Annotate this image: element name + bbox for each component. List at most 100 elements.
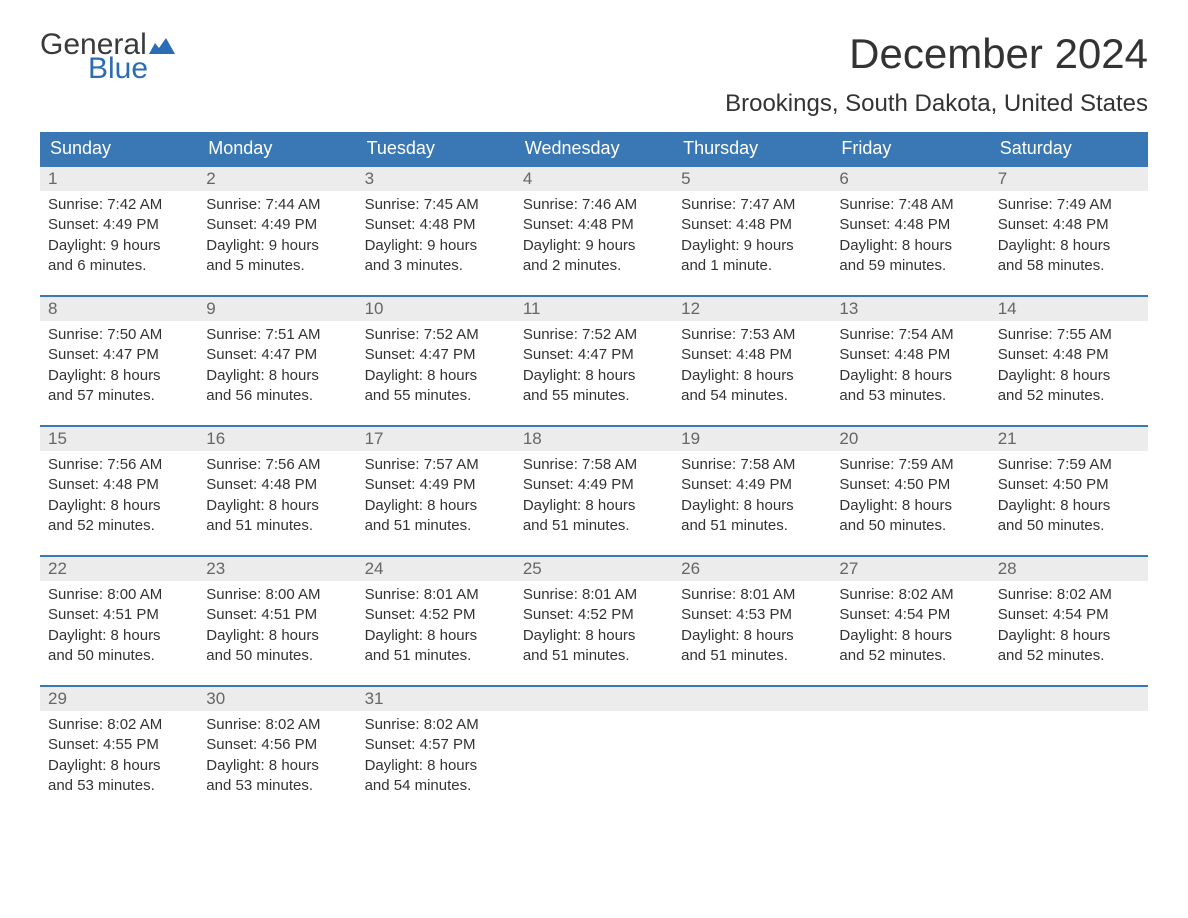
day-d2: and 51 minutes.: [365, 646, 507, 666]
weekday-header: Monday: [198, 132, 356, 165]
day-sunrise: Sunrise: 7:52 AM: [523, 325, 665, 345]
day-sunrise: Sunrise: 7:50 AM: [48, 325, 190, 345]
day-details: Sunrise: 8:02 AMSunset: 4:55 PMDaylight:…: [40, 711, 198, 804]
day-sunset: Sunset: 4:49 PM: [523, 475, 665, 495]
day-sunrise: Sunrise: 7:56 AM: [48, 455, 190, 475]
day-d1: Daylight: 9 hours: [681, 236, 823, 256]
day-sunrise: Sunrise: 7:54 AM: [839, 325, 981, 345]
day-d1: Daylight: 9 hours: [206, 236, 348, 256]
day-number: 8: [40, 297, 198, 321]
calendar-day: 12Sunrise: 7:53 AMSunset: 4:48 PMDayligh…: [673, 297, 831, 415]
day-sunset: Sunset: 4:48 PM: [523, 215, 665, 235]
day-details: Sunrise: 7:49 AMSunset: 4:48 PMDaylight:…: [990, 191, 1148, 284]
day-sunset: Sunset: 4:48 PM: [365, 215, 507, 235]
day-d2: and 52 minutes.: [998, 386, 1140, 406]
day-sunrise: Sunrise: 7:55 AM: [998, 325, 1140, 345]
day-d1: Daylight: 8 hours: [681, 366, 823, 386]
day-d2: and 51 minutes.: [681, 516, 823, 536]
calendar-day: 28Sunrise: 8:02 AMSunset: 4:54 PMDayligh…: [990, 557, 1148, 675]
day-details: Sunrise: 7:59 AMSunset: 4:50 PMDaylight:…: [990, 451, 1148, 544]
calendar-day: [831, 687, 989, 805]
calendar-day: 14Sunrise: 7:55 AMSunset: 4:48 PMDayligh…: [990, 297, 1148, 415]
calendar-day: 22Sunrise: 8:00 AMSunset: 4:51 PMDayligh…: [40, 557, 198, 675]
day-number: [990, 687, 1148, 711]
day-details: Sunrise: 8:02 AMSunset: 4:56 PMDaylight:…: [198, 711, 356, 804]
day-sunrise: Sunrise: 8:02 AM: [998, 585, 1140, 605]
day-sunrise: Sunrise: 7:59 AM: [998, 455, 1140, 475]
calendar-week: 8Sunrise: 7:50 AMSunset: 4:47 PMDaylight…: [40, 295, 1148, 415]
day-number: 1: [40, 167, 198, 191]
day-number: 3: [357, 167, 515, 191]
calendar-day: 26Sunrise: 8:01 AMSunset: 4:53 PMDayligh…: [673, 557, 831, 675]
day-sunrise: Sunrise: 7:58 AM: [681, 455, 823, 475]
day-d2: and 3 minutes.: [365, 256, 507, 276]
calendar-day: 31Sunrise: 8:02 AMSunset: 4:57 PMDayligh…: [357, 687, 515, 805]
calendar-day: 30Sunrise: 8:02 AMSunset: 4:56 PMDayligh…: [198, 687, 356, 805]
day-d1: Daylight: 8 hours: [839, 366, 981, 386]
calendar: Sunday Monday Tuesday Wednesday Thursday…: [40, 132, 1148, 805]
day-details: Sunrise: 7:48 AMSunset: 4:48 PMDaylight:…: [831, 191, 989, 284]
day-number: 24: [357, 557, 515, 581]
day-d1: Daylight: 8 hours: [523, 626, 665, 646]
calendar-day: 29Sunrise: 8:02 AMSunset: 4:55 PMDayligh…: [40, 687, 198, 805]
day-sunset: Sunset: 4:51 PM: [206, 605, 348, 625]
day-sunrise: Sunrise: 7:53 AM: [681, 325, 823, 345]
calendar-day: 7Sunrise: 7:49 AMSunset: 4:48 PMDaylight…: [990, 167, 1148, 285]
day-sunset: Sunset: 4:48 PM: [998, 215, 1140, 235]
day-sunrise: Sunrise: 7:49 AM: [998, 195, 1140, 215]
calendar-day: 11Sunrise: 7:52 AMSunset: 4:47 PMDayligh…: [515, 297, 673, 415]
day-sunrise: Sunrise: 7:51 AM: [206, 325, 348, 345]
day-sunrise: Sunrise: 7:48 AM: [839, 195, 981, 215]
day-sunset: Sunset: 4:50 PM: [839, 475, 981, 495]
day-number: 20: [831, 427, 989, 451]
day-d2: and 1 minute.: [681, 256, 823, 276]
day-sunset: Sunset: 4:55 PM: [48, 735, 190, 755]
day-d1: Daylight: 8 hours: [523, 366, 665, 386]
day-number: 30: [198, 687, 356, 711]
day-d1: Daylight: 8 hours: [681, 626, 823, 646]
calendar-day: 15Sunrise: 7:56 AMSunset: 4:48 PMDayligh…: [40, 427, 198, 545]
day-d2: and 54 minutes.: [365, 776, 507, 796]
day-d1: Daylight: 8 hours: [206, 366, 348, 386]
day-details: Sunrise: 7:52 AMSunset: 4:47 PMDaylight:…: [357, 321, 515, 414]
day-details: Sunrise: 7:52 AMSunset: 4:47 PMDaylight:…: [515, 321, 673, 414]
day-sunset: Sunset: 4:47 PM: [206, 345, 348, 365]
day-number: 26: [673, 557, 831, 581]
day-d2: and 52 minutes.: [998, 646, 1140, 666]
weekday-header-row: Sunday Monday Tuesday Wednesday Thursday…: [40, 132, 1148, 165]
day-sunset: Sunset: 4:50 PM: [998, 475, 1140, 495]
day-sunset: Sunset: 4:57 PM: [365, 735, 507, 755]
logo: General Blue: [40, 30, 175, 84]
calendar-day: 24Sunrise: 8:01 AMSunset: 4:52 PMDayligh…: [357, 557, 515, 675]
day-sunset: Sunset: 4:52 PM: [523, 605, 665, 625]
day-details: Sunrise: 8:01 AMSunset: 4:52 PMDaylight:…: [357, 581, 515, 674]
day-number: 10: [357, 297, 515, 321]
day-sunset: Sunset: 4:54 PM: [839, 605, 981, 625]
day-d2: and 52 minutes.: [48, 516, 190, 536]
day-number: 22: [40, 557, 198, 581]
day-d2: and 51 minutes.: [365, 516, 507, 536]
calendar-day: 27Sunrise: 8:02 AMSunset: 4:54 PMDayligh…: [831, 557, 989, 675]
day-details: Sunrise: 8:01 AMSunset: 4:53 PMDaylight:…: [673, 581, 831, 674]
day-d1: Daylight: 8 hours: [998, 496, 1140, 516]
logo-text-bottom: Blue: [40, 54, 175, 84]
flag-icon: [149, 36, 175, 54]
day-number: [831, 687, 989, 711]
day-number: 11: [515, 297, 673, 321]
day-d2: and 53 minutes.: [48, 776, 190, 796]
day-sunrise: Sunrise: 8:02 AM: [365, 715, 507, 735]
day-d1: Daylight: 8 hours: [206, 626, 348, 646]
day-number: 12: [673, 297, 831, 321]
day-d2: and 53 minutes.: [839, 386, 981, 406]
day-sunrise: Sunrise: 8:02 AM: [839, 585, 981, 605]
day-number: 29: [40, 687, 198, 711]
weekday-header: Saturday: [990, 132, 1148, 165]
day-details: Sunrise: 7:58 AMSunset: 4:49 PMDaylight:…: [673, 451, 831, 544]
day-number: 5: [673, 167, 831, 191]
calendar-day: 3Sunrise: 7:45 AMSunset: 4:48 PMDaylight…: [357, 167, 515, 285]
day-sunset: Sunset: 4:54 PM: [998, 605, 1140, 625]
day-number: 23: [198, 557, 356, 581]
day-sunrise: Sunrise: 8:00 AM: [206, 585, 348, 605]
day-d2: and 51 minutes.: [523, 646, 665, 666]
weekday-header: Wednesday: [515, 132, 673, 165]
